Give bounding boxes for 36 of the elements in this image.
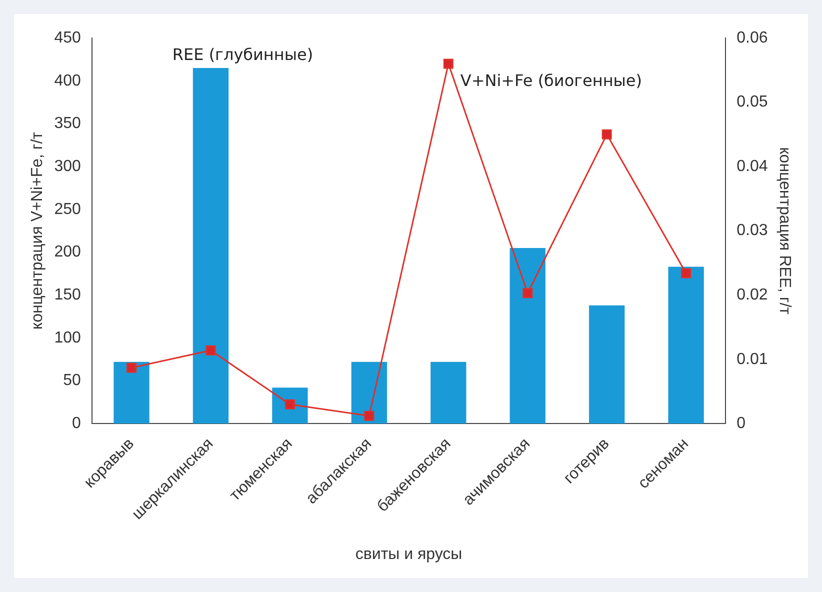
bar bbox=[589, 305, 625, 424]
bar bbox=[430, 362, 466, 424]
bar bbox=[192, 68, 229, 424]
bar bbox=[510, 248, 546, 424]
y2-axis-title: концентрация REE, г/т bbox=[776, 147, 793, 316]
bar bbox=[114, 362, 150, 424]
y2-tick-label: 0.02 bbox=[736, 286, 768, 304]
point bbox=[206, 345, 216, 356]
y-tick-label: 450 bbox=[54, 29, 81, 46]
point bbox=[443, 58, 454, 69]
y-tick-label: 200 bbox=[54, 244, 81, 261]
bar bbox=[351, 362, 387, 424]
x-axis-title: свиты и ярусы bbox=[355, 546, 462, 563]
y-tick-label: 250 bbox=[54, 200, 81, 218]
y-tick-label: 0 bbox=[72, 415, 81, 432]
y-tick-label: 50 bbox=[63, 372, 81, 390]
bar bbox=[668, 266, 704, 424]
y2-tick-label: 0.04 bbox=[736, 158, 768, 175]
series-label: V+Ni+Fe (биогенные) bbox=[460, 70, 642, 90]
y2-tick-label: 0.05 bbox=[736, 94, 768, 111]
y2-tick-label: 0 bbox=[736, 415, 746, 432]
y-tick-label: 400 bbox=[54, 72, 81, 90]
y-tick-label: 300 bbox=[54, 158, 81, 175]
y2-tick-label: 0.01 bbox=[736, 350, 768, 368]
y-tick-label: 350 bbox=[54, 115, 81, 132]
point bbox=[602, 129, 612, 140]
y-tick-label: 150 bbox=[54, 286, 81, 304]
point bbox=[681, 268, 692, 278]
point bbox=[522, 288, 533, 298]
y2-tick-label: 0.06 bbox=[736, 29, 768, 46]
y-tick-label: 100 bbox=[54, 329, 81, 346]
series-label: REE (глубинные) bbox=[172, 45, 314, 64]
y-axis-title: концентрация V+Ni+Fe, г/т bbox=[29, 131, 46, 330]
point bbox=[364, 410, 374, 421]
y2-tick-label: 0.03 bbox=[736, 222, 768, 240]
point bbox=[126, 362, 136, 373]
